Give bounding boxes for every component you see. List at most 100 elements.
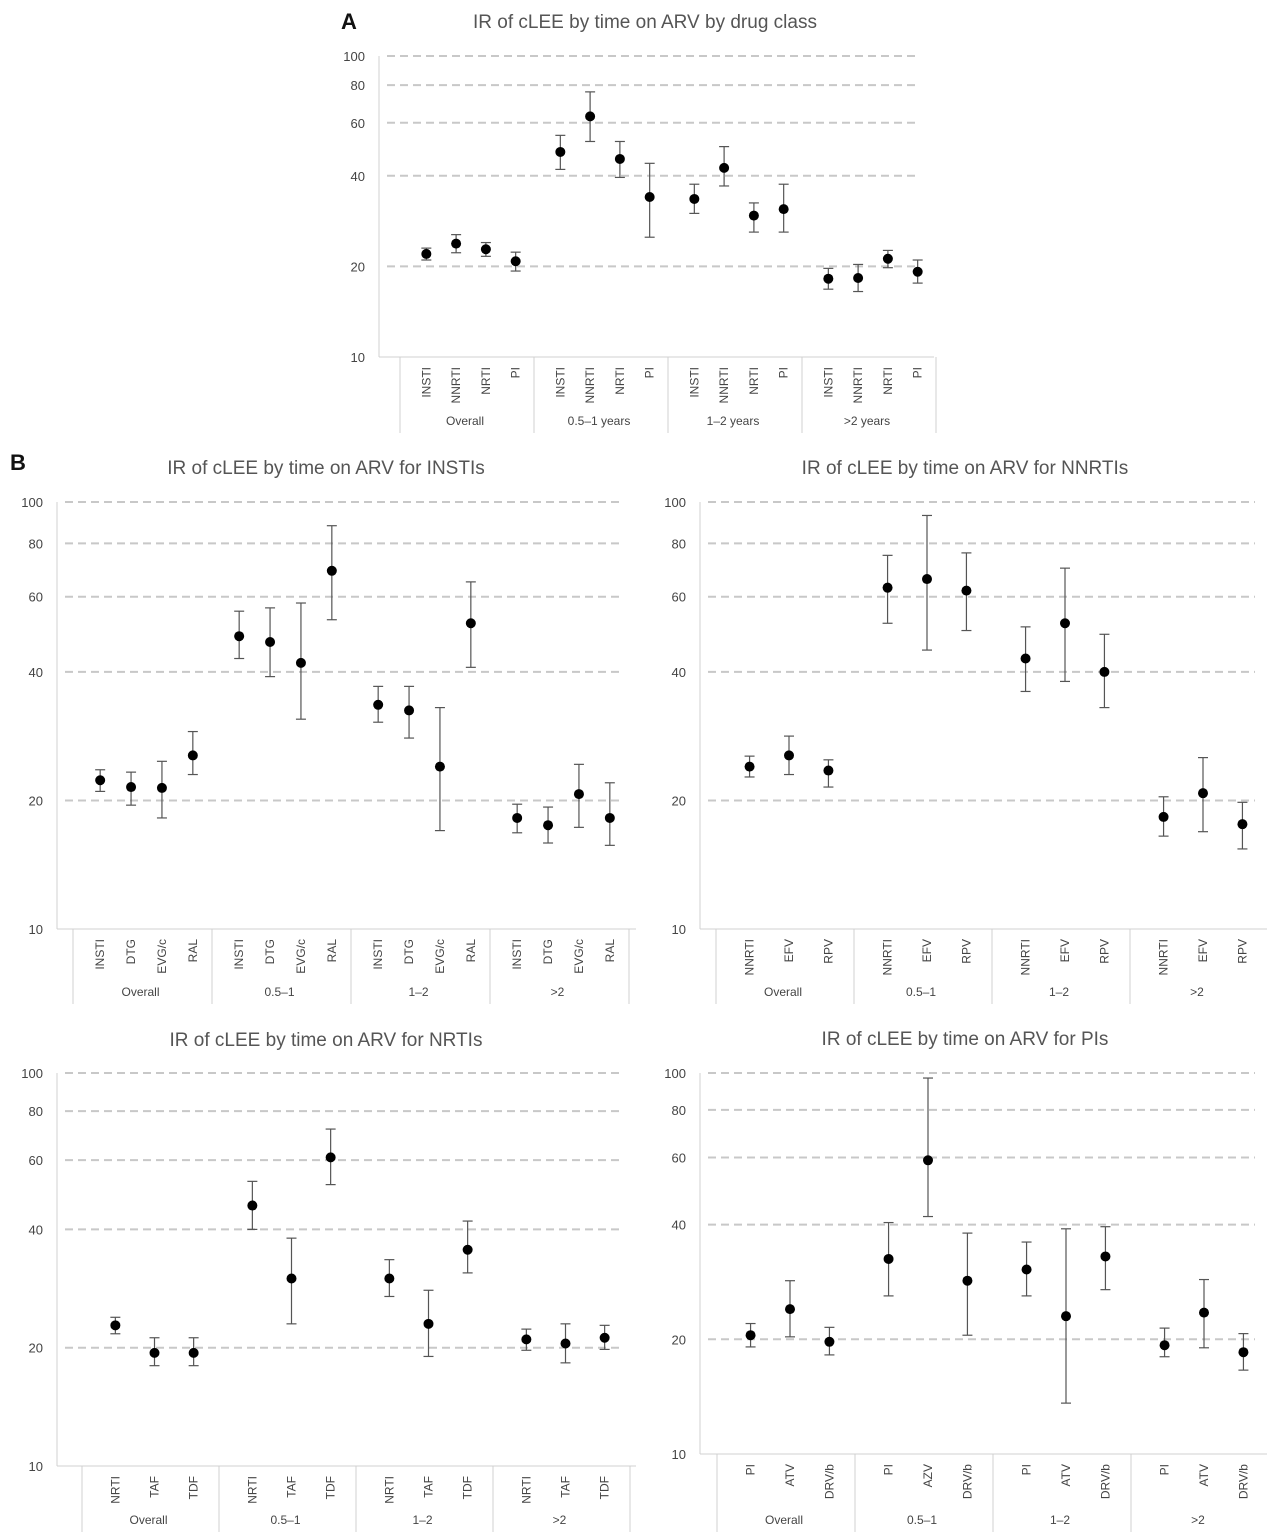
- data-point: [126, 782, 137, 793]
- y-tick-label: 20: [672, 1332, 686, 1347]
- category-label: EFV: [782, 939, 796, 962]
- data-point: [521, 1334, 532, 1345]
- y-tick-label: 100: [664, 1066, 686, 1081]
- y-tick-label: 20: [351, 259, 365, 274]
- data-point: [149, 1347, 160, 1358]
- group-label: 0.5–1: [907, 1513, 937, 1527]
- category-label: AZV: [921, 1464, 935, 1487]
- group-label: 0.5–1: [264, 985, 294, 999]
- category-label: INSTI: [510, 939, 524, 970]
- y-tick-label: 60: [29, 1153, 43, 1168]
- data-point: [462, 1244, 473, 1255]
- y-tick-label: 40: [29, 665, 43, 680]
- category-label: INSTI: [93, 939, 107, 970]
- category-label: PI: [777, 367, 791, 378]
- category-label: NRTI: [245, 1476, 259, 1504]
- group-label: >2: [553, 1513, 567, 1527]
- category-label: TAF: [559, 1476, 573, 1498]
- category-label: EFV: [1058, 939, 1072, 962]
- category-label: EFV: [920, 939, 934, 962]
- category-label: NRTI: [382, 1476, 396, 1504]
- group-label: Overall: [765, 1513, 803, 1527]
- y-tick-label: 20: [672, 793, 686, 808]
- category-label: ATV: [1059, 1464, 1073, 1486]
- chart-panel-b-pi: IR of cLEE by time on ARV for PIs 10 20 40 6…: [664, 1029, 1267, 1532]
- category-label: RPV: [959, 939, 973, 964]
- data-point: [423, 1318, 434, 1329]
- data-point: [1021, 1264, 1032, 1275]
- y-tick-label: 20: [29, 793, 43, 808]
- category-label: TDF: [187, 1476, 201, 1499]
- data-point: [748, 210, 759, 221]
- data-point: [404, 705, 415, 716]
- group-label: 1–2 years: [707, 414, 760, 428]
- chart-panel-a: IR of cLEE by time on ARV by drug class 1…: [343, 12, 937, 433]
- y-tick-label: 100: [21, 1066, 43, 1081]
- data-point: [188, 1347, 199, 1358]
- category-label: NNRTI: [851, 367, 865, 403]
- data-point: [1198, 788, 1208, 799]
- data-point: [824, 1336, 835, 1347]
- data-point: [883, 1253, 894, 1264]
- y-tick-label: 40: [29, 1222, 43, 1237]
- y-tick-label: 100: [664, 495, 686, 510]
- data-point: [187, 750, 198, 761]
- y-tick-label: 60: [29, 590, 43, 605]
- category-label: RPV: [821, 939, 835, 964]
- category-label: NNRTI: [743, 939, 757, 975]
- category-label: DRV/b: [822, 1464, 836, 1499]
- data-point: [384, 1273, 395, 1284]
- category-label: PI: [509, 367, 523, 378]
- category-label: NRTI: [747, 367, 761, 395]
- data-point: [325, 1152, 336, 1163]
- y-tick-label: 60: [672, 1151, 686, 1166]
- category-label: ATV: [1197, 1464, 1211, 1486]
- data-point: [465, 618, 476, 629]
- category-label: PI: [744, 1464, 758, 1475]
- category-label: NRTI: [613, 367, 627, 395]
- category-label: DTG: [402, 939, 416, 964]
- data-point: [912, 266, 923, 277]
- y-tick-label: 10: [672, 1447, 686, 1462]
- data-point: [451, 238, 462, 249]
- group-label: >2 years: [844, 414, 890, 428]
- category-label: PI: [882, 1464, 896, 1475]
- y-tick-label: 80: [351, 78, 365, 93]
- category-label: RAL: [325, 939, 339, 963]
- data-point: [510, 256, 521, 267]
- y-tick-label: 40: [672, 1218, 686, 1233]
- group-label: 1–2: [412, 1513, 432, 1527]
- y-tick-label: 60: [351, 116, 365, 131]
- chart-panel-b-insti: IR of cLEE by time on ARV for INSTIs 10 20…: [21, 458, 636, 1004]
- data-point: [434, 761, 445, 772]
- data-point: [1238, 1347, 1249, 1358]
- y-tick-label: 100: [343, 49, 365, 64]
- data-point: [421, 248, 432, 259]
- chart-title: IR of cLEE by time on ARV by drug class: [473, 12, 817, 33]
- chart-title: IR of cLEE by time on ARV for NRTIs: [170, 1030, 483, 1051]
- category-label: TDF: [461, 1476, 475, 1499]
- data-point: [823, 273, 834, 284]
- category-label: TDF: [324, 1476, 338, 1499]
- category-label: DRV/b: [960, 1464, 974, 1499]
- data-point: [882, 582, 893, 593]
- data-point: [512, 812, 523, 823]
- group-label: Overall: [129, 1513, 167, 1527]
- group-label: Overall: [446, 414, 484, 428]
- data-point: [1237, 819, 1248, 830]
- chart-title: IR of cLEE by time on ARV for NNRTIs: [802, 458, 1129, 479]
- data-point: [778, 204, 789, 215]
- category-label: INSTI: [821, 367, 835, 398]
- category-label: INSTI: [553, 367, 567, 398]
- chart-panel-b-nnrti: IR of cLEE by time on ARV for NNRTIs 10 20…: [664, 458, 1267, 1004]
- data-point: [744, 761, 755, 772]
- data-point: [295, 657, 306, 668]
- group-label: 1–2: [408, 985, 428, 999]
- data-point: [543, 820, 554, 831]
- y-tick-label: 80: [29, 536, 43, 551]
- data-point: [286, 1273, 297, 1284]
- y-tick-label: 10: [351, 350, 365, 365]
- data-point: [1099, 666, 1110, 677]
- panel-letter-b: B: [10, 450, 26, 475]
- category-label: PI: [1020, 1464, 1034, 1475]
